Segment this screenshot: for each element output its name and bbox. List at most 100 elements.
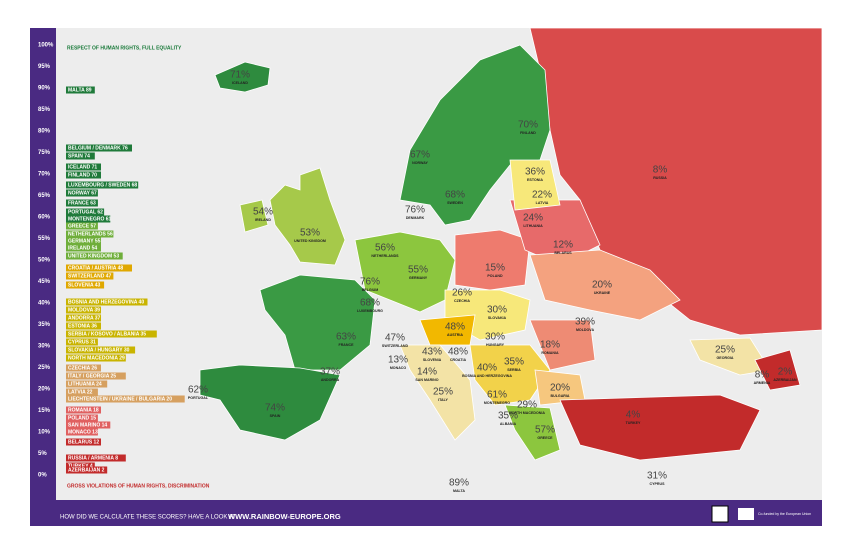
country-score: 53% (300, 228, 320, 239)
country-name: SERBIA (507, 368, 521, 372)
rank-chip (66, 237, 101, 245)
rank-chip (66, 388, 98, 396)
country-score: 14% (417, 367, 437, 378)
rank-chip (66, 215, 111, 223)
rank-chip (66, 364, 101, 372)
country-name: RUSSIA (653, 176, 667, 180)
country-name: SLOVAKIA (488, 316, 507, 320)
scale-label: 65% (38, 193, 51, 199)
scale-label: 45% (38, 279, 51, 285)
eu-flag (738, 508, 754, 520)
rank-label: NETHERLANDS 56 (68, 231, 113, 237)
rank-label: SWITZERLAND 47 (68, 273, 112, 279)
country-score: 24% (523, 213, 543, 224)
rank-label: LIECHTENSTEIN / UKRAINE / BULGARIA 20 (68, 396, 172, 402)
country-score: 30% (487, 305, 507, 316)
scale-label: 55% (38, 236, 51, 242)
rank-label: UNITED KINGDOM 53 (68, 253, 119, 259)
rank-label: FINLAND 70 (68, 172, 97, 178)
country-name: FRANCE (339, 343, 355, 347)
country-name: ROMANIA (541, 351, 559, 355)
country-name: SLOVENIA (423, 358, 442, 362)
country-name: AUSTRIA (447, 333, 463, 337)
country-score: 40% (477, 363, 497, 374)
footer-url[interactable]: WWW.RAINBOW-EUROPE.ORG (228, 512, 341, 521)
rank-label: BELARUS 12 (68, 439, 99, 445)
rank-label: IRELAND 54 (68, 245, 97, 251)
country-name: FINLAND (520, 131, 536, 135)
footer-bar (30, 500, 822, 526)
country-name: ESTONIA (527, 178, 543, 182)
country-name: MALTA (453, 489, 465, 493)
country-name: ANDORRA (321, 378, 340, 382)
country-score: 22% (532, 190, 552, 201)
rank-chip (66, 181, 139, 189)
country-name: PORTUGAL (188, 396, 209, 400)
country-score: 56% (375, 243, 395, 254)
scale-label: 95% (38, 64, 51, 70)
country-name: LUXEMBOURG (357, 309, 383, 313)
country-score: 29% (517, 400, 537, 411)
scale-label: 15% (38, 408, 51, 414)
rank-label: RUSSIA / ARMENIA 8 (68, 455, 118, 461)
country-score: 35% (498, 411, 518, 422)
qr-code (711, 505, 729, 523)
scale-label: 50% (38, 258, 51, 264)
rank-chip (66, 264, 132, 272)
country-score: 31% (647, 471, 667, 482)
rank-label: AZERBAIJAN 2 (68, 467, 105, 473)
rank-chip (66, 322, 101, 330)
rank-chip (66, 462, 95, 470)
rank-label: GREECE 57 (68, 223, 96, 229)
rank-label: ANDORRA 37 (68, 315, 101, 321)
rank-chip (66, 372, 126, 380)
rank-chip (66, 466, 108, 474)
rank-chip (66, 252, 123, 260)
country-score: 63% (336, 332, 356, 343)
scale-bar (30, 28, 56, 500)
country-name: BELARUS (554, 251, 572, 255)
rank-chip (66, 281, 105, 289)
country-name: NETHERLANDS (371, 254, 399, 258)
rank-label: MONACO 13 (68, 429, 98, 435)
country-name: ICELAND (232, 81, 248, 85)
rank-label: POLAND 15 (68, 415, 96, 421)
scale-label: 90% (38, 86, 51, 92)
country-name: CYPRUS (650, 482, 666, 486)
country-name: SAN MARINO (415, 378, 438, 382)
country-score: 2% (778, 367, 793, 378)
country-name: NORWAY (412, 161, 428, 165)
country-name: MONACO (390, 366, 407, 370)
country-score: 18% (540, 340, 560, 351)
scale-label: 5% (38, 451, 47, 457)
rank-chip (66, 354, 126, 362)
country-score: 61% (487, 390, 507, 401)
country-name: UKRAINE (594, 291, 611, 295)
top-caption: RESPECT OF HUMAN RIGHTS, FULL EQUALITY (67, 45, 182, 51)
country-score: 37% (320, 367, 340, 378)
rank-label: CYPRUS 31 (68, 339, 96, 345)
country-name: NORTH MACEDONIA (509, 411, 545, 415)
country-name: SPAIN (270, 414, 281, 418)
rank-label: SAN MARINO 14 (68, 422, 107, 428)
rank-label: BELGIUM / DENMARK 76 (68, 145, 128, 151)
scale-label: 85% (38, 107, 51, 113)
rank-chip (66, 306, 101, 314)
country-score: 68% (445, 190, 465, 201)
rank-chip (66, 171, 101, 179)
footer-question: HOW DID WE CALCULATE THESE SCORES? HAVE … (60, 515, 236, 521)
country-score: 71% (230, 70, 250, 81)
country-name: TURKEY (626, 421, 641, 425)
scale-label: 100% (38, 43, 54, 49)
rank-label: TURKEY 4 (68, 463, 93, 469)
rank-label: CZECHIA 26 (68, 365, 97, 371)
country-score: 43% (422, 347, 442, 358)
country-name: UNITED KINGDOM (294, 239, 326, 243)
country-score: 12% (553, 240, 573, 251)
rank-chip (66, 298, 148, 306)
country-score: 47% (385, 333, 405, 344)
rank-label: ITALY / GEORGIA 25 (68, 373, 116, 379)
country-name: POLAND (487, 274, 503, 278)
scale-label: 30% (38, 344, 51, 350)
